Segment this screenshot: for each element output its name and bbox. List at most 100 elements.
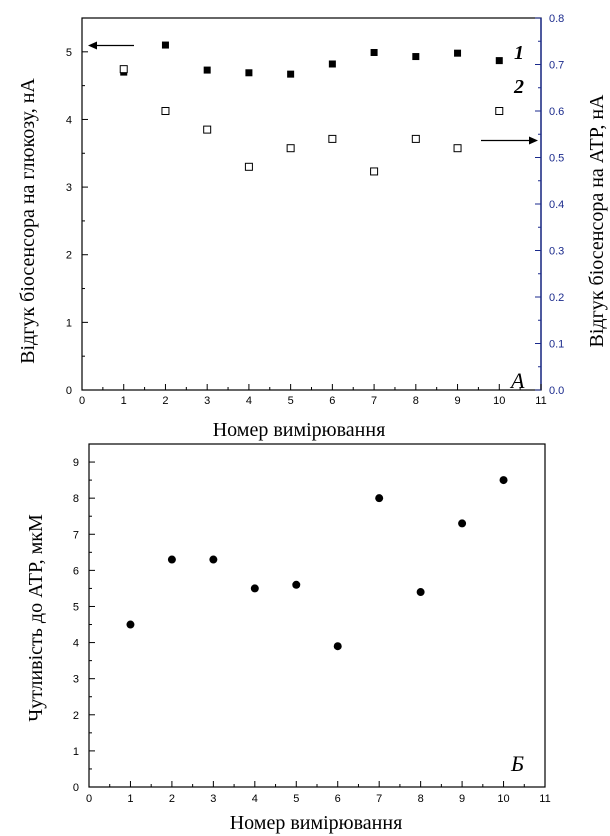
right-y-tick-label: 0.1	[549, 339, 564, 351]
panel-b-x-ticks: 0 1 2 3 4 5 6 7 8 9 10 11	[86, 781, 551, 805]
left-y-tick-label: 1	[66, 317, 72, 329]
series-1-number-label: 1	[514, 42, 524, 64]
x-tick-label: 0	[79, 395, 85, 407]
sensitivity-point	[292, 580, 301, 589]
x-tick-label: 1	[127, 793, 133, 805]
panel-a-annotations: 1 2 A	[88, 41, 538, 393]
x-tick-label: 11	[535, 395, 546, 407]
y-tick-label: 2	[73, 710, 79, 722]
right-y-tick-label: 0.2	[549, 292, 564, 304]
panel-b-y-axis-title: Чутливість до АТР, мкМ	[25, 514, 47, 722]
right-y-tick-label: 0.6	[549, 106, 564, 118]
series-2-point	[161, 107, 170, 115]
panel-b-x-axis-title: Номер вимірювання	[230, 812, 403, 834]
x-tick-label: 5	[293, 793, 299, 805]
series-2-point	[453, 144, 462, 153]
x-tick-label: 7	[371, 395, 377, 407]
y-tick-label: 5	[73, 601, 79, 613]
x-tick-label: 1	[121, 395, 127, 407]
sensitivity-point	[167, 555, 176, 564]
right-y-tick-label: 0.4	[549, 199, 564, 211]
y-tick-label: 7	[73, 529, 79, 541]
series-2-point	[203, 125, 212, 134]
left-y-tick-label: 2	[66, 250, 72, 262]
series-1-point	[287, 70, 295, 78]
x-tick-label: 2	[162, 395, 168, 407]
sensitivity-point	[333, 642, 342, 651]
panel-b-y-ticks: 0 1 2 3 4 5 6 7 8 9	[73, 443, 95, 794]
panel-b-letter: Б	[510, 751, 524, 776]
x-tick-label: 10	[493, 395, 505, 407]
y-tick-label: 3	[73, 674, 79, 686]
panel-b: 0 1 2 3 4 5 6 7 8 9 10 11 0 1 2 3 4 5 6 7 8 9 Б Номер вимірю…	[25, 443, 551, 834]
x-tick-label: 7	[376, 793, 382, 805]
panel-a-x-ticks: 0 1 2 3 4 5 6 7 8 9 10 11	[79, 384, 547, 407]
sensitivity-point	[458, 519, 467, 528]
right-y-tick-label: 0.7	[549, 60, 564, 72]
panel-a: 0 1 2 3 4 5 6 7 8 9 10 11 0 1 2 3 4 5 0.0 0.1 0.2 0.3 0.4 0.5…	[17, 13, 608, 441]
x-tick-label: 0	[86, 793, 92, 805]
series-1-point	[245, 69, 253, 77]
y-tick-label: 4	[73, 638, 79, 650]
x-tick-label: 10	[497, 793, 509, 805]
series-2-number-label: 2	[513, 76, 524, 98]
panel-a-series-1	[120, 41, 503, 78]
series-2-point	[286, 144, 295, 153]
right-y-tick-label: 0.0	[549, 385, 564, 397]
sensitivity-point	[499, 476, 508, 485]
y-tick-label: 1	[73, 746, 79, 758]
left-y-tick-label: 4	[66, 114, 72, 126]
series-2-point	[119, 65, 128, 74]
sensitivity-point	[126, 620, 135, 629]
right-y-tick-label: 0.5	[549, 153, 564, 165]
sensitivity-point	[416, 588, 425, 597]
x-tick-label: 4	[246, 395, 252, 407]
panel-a-right-y-axis-title: Відгук біосенсора на АТР, нА	[586, 94, 608, 347]
sensitivity-point	[375, 494, 384, 503]
series-2-point	[495, 107, 504, 115]
left-y-tick-label: 5	[66, 47, 72, 59]
series-2-axis-arrowhead	[529, 136, 538, 145]
x-tick-label: 6	[329, 395, 335, 407]
x-tick-label: 5	[288, 395, 294, 407]
left-y-tick-label: 3	[66, 182, 72, 194]
series-1-point	[161, 41, 169, 49]
panel-a-left-y-axis-title: Відгук біосенсора на глюкозу, нА	[17, 78, 39, 364]
right-y-tick-label: 0.3	[549, 246, 564, 258]
x-tick-label: 9	[459, 793, 465, 805]
x-tick-label: 6	[335, 793, 341, 805]
right-y-tick-label: 0.8	[549, 13, 564, 25]
panel-a-left-y-ticks: 0 1 2 3 4 5	[66, 17, 88, 397]
panel-a-letter: A	[509, 368, 525, 393]
x-tick-label: 9	[454, 395, 460, 407]
series-1-point	[203, 66, 211, 74]
x-tick-label: 8	[418, 793, 424, 805]
panel-a-plot-frame	[81, 17, 542, 391]
y-tick-label: 6	[73, 565, 79, 577]
sensitivity-point	[250, 584, 259, 593]
series-1-point	[495, 57, 503, 65]
y-tick-label: 0	[73, 782, 79, 794]
x-tick-label: 4	[252, 793, 258, 805]
x-tick-label: 2	[169, 793, 175, 805]
series-1-point	[370, 48, 378, 56]
panel-b-series	[126, 476, 508, 651]
series-2-point	[411, 134, 420, 143]
series-1-point	[412, 53, 420, 61]
series-1-point	[328, 60, 336, 68]
y-tick-label: 8	[73, 493, 79, 505]
panel-a-series-2	[119, 65, 504, 176]
x-tick-label: 3	[210, 793, 216, 805]
x-tick-label: 11	[539, 793, 550, 805]
left-y-tick-label: 0	[66, 385, 72, 397]
panel-a-x-axis-title: Номер вимірювання	[213, 419, 386, 441]
series-1-axis-arrowhead	[88, 41, 97, 50]
series-2-point	[328, 134, 337, 143]
panel-b-plot-frame	[88, 443, 546, 788]
sensitivity-point	[209, 555, 218, 564]
x-tick-label: 8	[413, 395, 419, 407]
y-tick-label: 9	[73, 457, 79, 469]
series-1-point	[454, 49, 462, 57]
series-2-point	[244, 162, 253, 171]
